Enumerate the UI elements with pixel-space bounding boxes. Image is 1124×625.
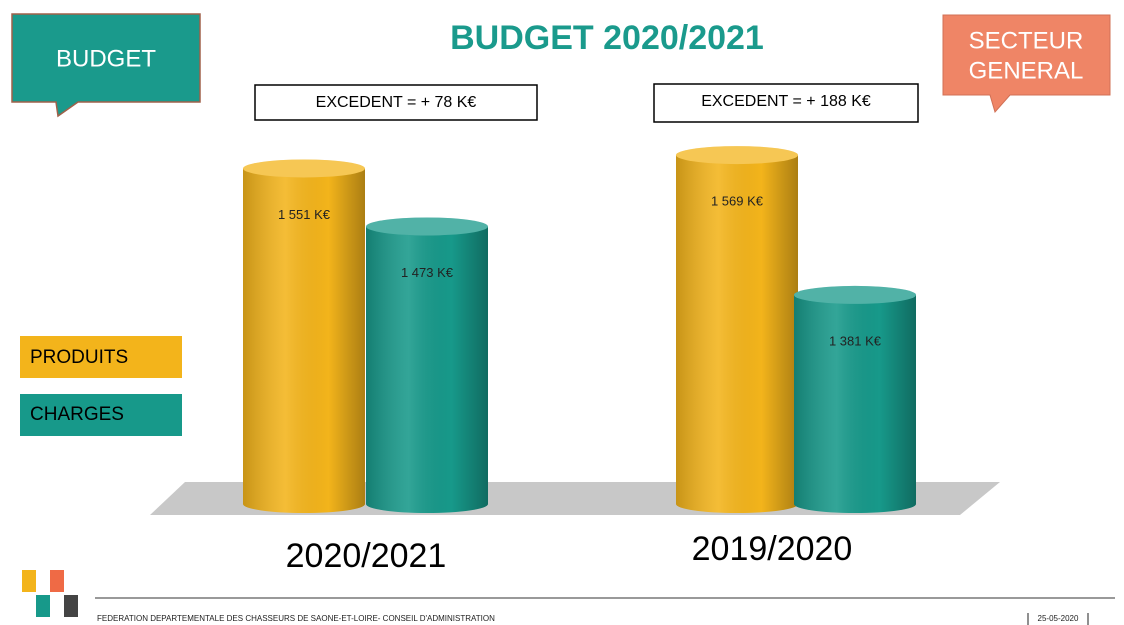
left-tag: BUDGET [56, 45, 156, 72]
bar-top [243, 159, 365, 178]
bar-top [676, 146, 798, 165]
bar-top [794, 285, 916, 304]
chart-title: BUDGET 2020/2021 [450, 19, 764, 57]
bar-shading [366, 226, 488, 513]
bar-shading [794, 294, 916, 513]
bar-top-highlight [366, 217, 488, 236]
right-tag: GENERAL [969, 57, 1084, 84]
logo [22, 570, 36, 592]
bar-top-highlight [794, 285, 916, 304]
legend-label: PRODUITS [30, 347, 128, 368]
legend-label: CHARGES [30, 404, 124, 425]
logo [50, 570, 64, 592]
legend-swatch [20, 394, 182, 436]
bar-top-highlight [243, 159, 365, 178]
footer-text: FEDERATION DEPARTEMENTALE DES CHASSEURS … [97, 614, 495, 623]
x-tick-label: 2020/2021 [286, 537, 447, 575]
value-label: 1 473 K€ [401, 265, 454, 280]
legend-swatch [20, 336, 182, 378]
bar-shading [243, 168, 365, 513]
value-label: 1 551 K€ [278, 207, 331, 222]
annotation: EXCEDENT = + 78 K€ [316, 94, 477, 111]
logo [64, 595, 78, 617]
bar-top-highlight [676, 146, 798, 165]
tag-shape [942, 14, 1111, 114]
x-tick-label: 2019/2020 [692, 530, 853, 568]
annotation: EXCEDENT = + 188 K€ [701, 93, 871, 110]
annotation-box [254, 84, 538, 121]
footer-date: 25-05-2020 [1038, 614, 1079, 623]
tag-shape [11, 13, 201, 118]
value-label: 1 569 K€ [711, 194, 764, 209]
logo [36, 595, 50, 617]
right-tag: SECTEUR [969, 27, 1084, 54]
bar-top [366, 217, 488, 236]
bar-shading [676, 155, 798, 513]
value-label: 1 381 K€ [829, 333, 882, 348]
annotation-box [653, 83, 919, 123]
